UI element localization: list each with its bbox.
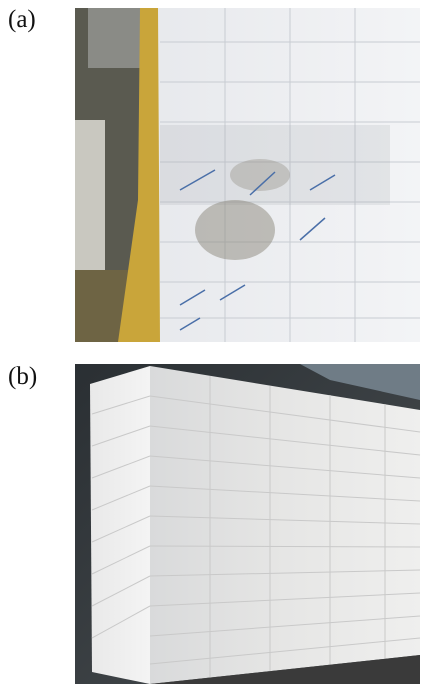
window xyxy=(88,8,140,68)
panel-label: (a) xyxy=(8,6,36,33)
wall-side xyxy=(90,366,150,684)
panel-label: (b) xyxy=(8,363,37,390)
machine xyxy=(75,120,105,270)
photo-b xyxy=(75,364,420,684)
stain xyxy=(195,200,275,260)
photo-a xyxy=(75,8,420,342)
page: (a) (b) xyxy=(0,0,424,686)
figure: (a) (b) xyxy=(0,0,424,686)
